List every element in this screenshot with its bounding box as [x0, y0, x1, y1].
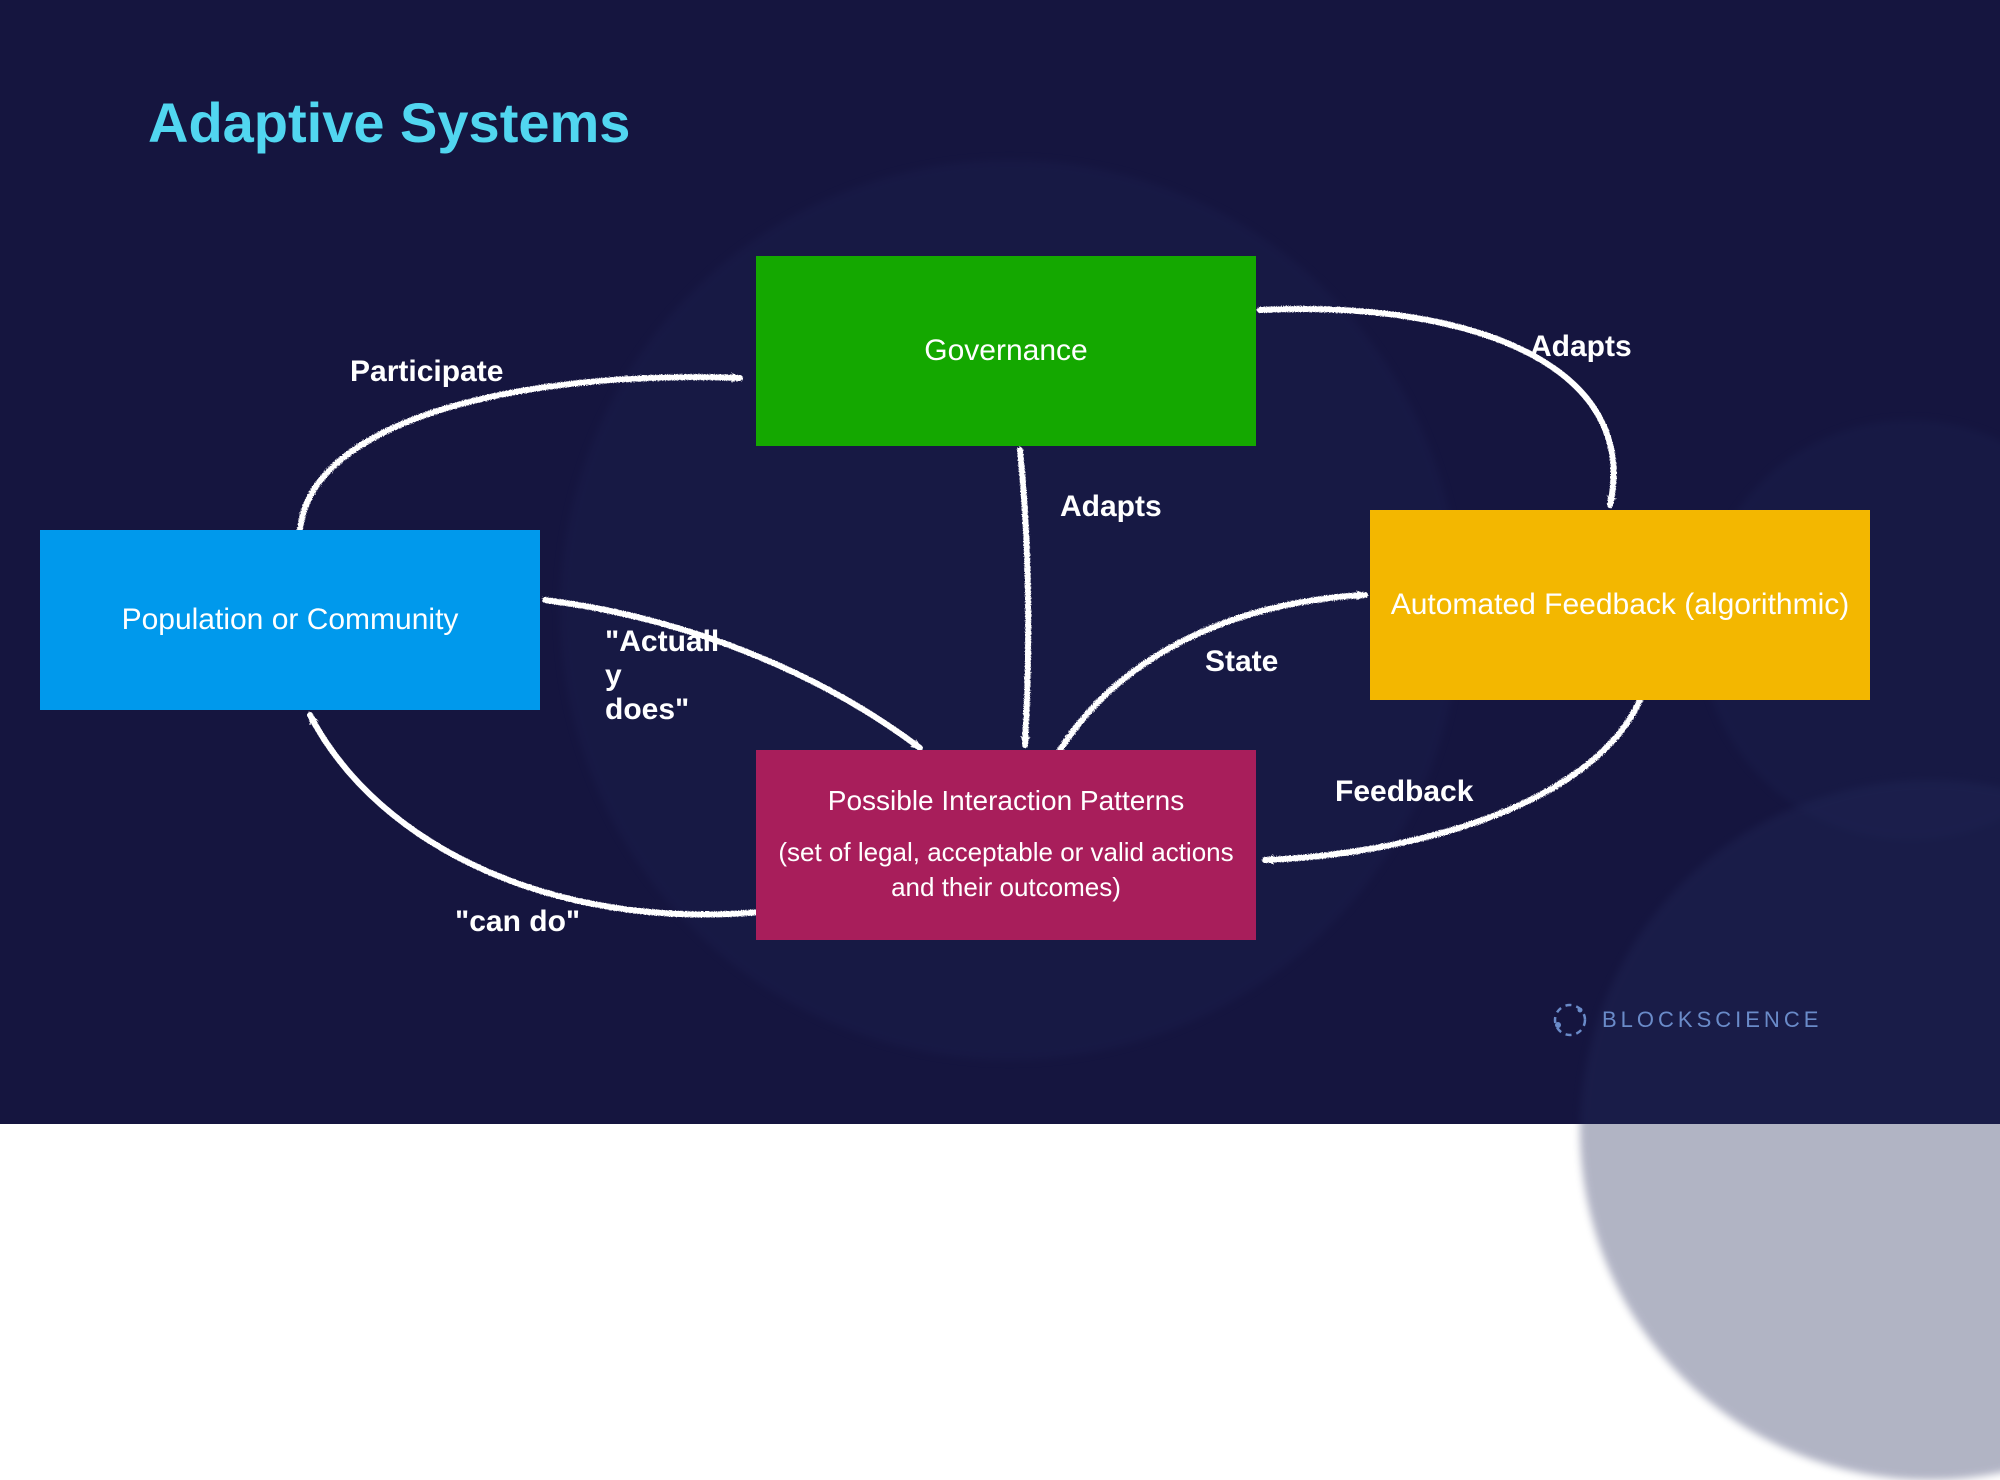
- node-patterns: Possible Interaction Patterns (set of le…: [756, 750, 1256, 940]
- node-population-label: Population or Community: [122, 603, 459, 637]
- edge-label-actually_does: "Actuall y does": [605, 625, 719, 727]
- node-population: Population or Community: [40, 530, 540, 710]
- edge-label-adapts_right: Adapts: [1530, 330, 1632, 364]
- edge-label-participate: Participate: [350, 355, 503, 389]
- edge-label-adapts_down: Adapts: [1060, 490, 1162, 524]
- edge-label-can_do: "can do": [455, 905, 580, 939]
- node-feedback-label: Automated Feedback (algorithmic): [1391, 588, 1850, 622]
- node-feedback: Automated Feedback (algorithmic): [1370, 510, 1870, 700]
- slide-title: Adaptive Systems: [148, 90, 630, 155]
- node-patterns-label1: Possible Interaction Patterns: [828, 785, 1184, 817]
- brand-logo: BLOCKSCIENCE: [1550, 1000, 1822, 1040]
- node-governance: Governance: [756, 256, 1256, 446]
- logo-icon: [1550, 1000, 1590, 1040]
- logo-text: BLOCKSCIENCE: [1602, 1007, 1822, 1033]
- slide-stage: Adaptive Systems Population or Community…: [0, 0, 2000, 1124]
- edge-label-feedback: Feedback: [1335, 775, 1473, 809]
- node-patterns-label2: (set of legal, acceptable or valid actio…: [776, 835, 1236, 905]
- node-governance-label: Governance: [924, 334, 1087, 368]
- edge-label-state: State: [1205, 645, 1278, 679]
